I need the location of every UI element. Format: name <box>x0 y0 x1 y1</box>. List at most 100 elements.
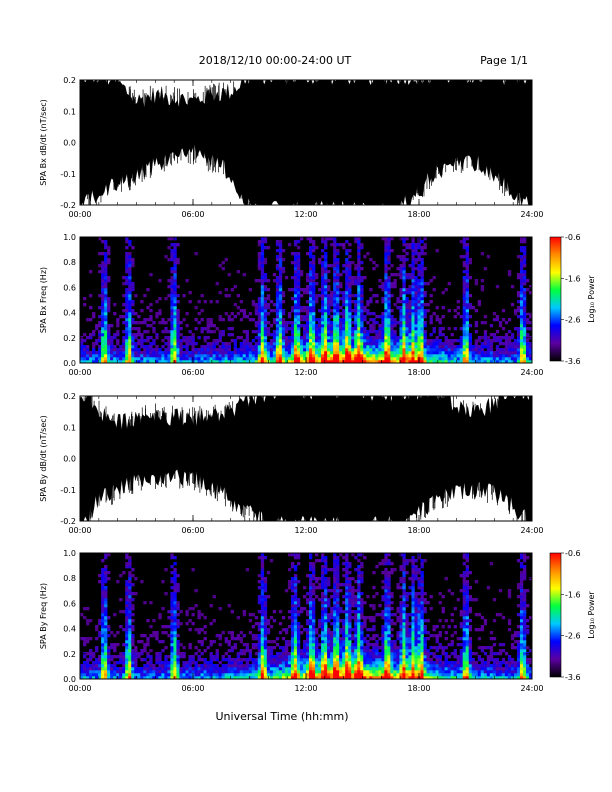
spectrogram-cell <box>477 300 482 304</box>
spectrogram-cell <box>363 327 367 331</box>
spectrogram-cell <box>302 628 307 632</box>
spectrogram-cell <box>131 288 135 292</box>
spectrogram-cell <box>384 360 388 364</box>
spectrogram-cell <box>302 586 307 590</box>
spectrogram-cell <box>200 664 204 668</box>
spectrogram-cell <box>423 336 427 340</box>
spectrogram-cell <box>146 351 150 355</box>
spectrogram-cell <box>321 348 325 352</box>
spectrogram-cell <box>278 652 283 656</box>
spectrogram-cell <box>113 676 117 680</box>
spectrogram-cell <box>227 643 231 647</box>
spectrogram-cell <box>330 315 334 319</box>
spectrogram-cell <box>375 339 379 343</box>
spectrogram-cell <box>119 351 123 355</box>
spectrogram-cell <box>275 667 280 671</box>
spectrogram-cell <box>441 291 445 295</box>
spectrogram-cell <box>299 351 304 355</box>
spectrogram-cell <box>336 252 340 256</box>
spectrogram-cell <box>290 619 295 623</box>
spectrogram-cell <box>248 318 253 322</box>
y-tick-label: -0.2 <box>60 201 76 210</box>
spectrogram-cell <box>348 261 352 265</box>
spectrogram-cell <box>474 279 479 283</box>
spectrogram-cell <box>212 330 216 334</box>
spectrogram-cell <box>312 282 316 286</box>
spectrogram-cell <box>266 354 271 358</box>
spectrogram-cell <box>122 303 126 307</box>
spectrogram-cell <box>309 655 313 659</box>
spectrogram-cell <box>239 300 244 304</box>
spectrogram-cell <box>321 318 325 322</box>
spectrogram-cell <box>134 312 138 316</box>
spectrogram-cell <box>155 351 159 355</box>
spectrogram-cell <box>519 249 524 253</box>
spectrogram-cell <box>408 303 412 307</box>
spectrogram-cell <box>287 342 292 346</box>
spectrogram-cell <box>176 658 180 662</box>
spectrogram-cell <box>212 640 216 644</box>
spectrogram-cell <box>98 670 102 674</box>
spectrogram-cell <box>101 267 105 271</box>
spectrogram-cell <box>290 562 295 566</box>
spectrogram-cell <box>399 324 403 328</box>
spectrogram-cell <box>351 360 355 364</box>
spectrogram-cell <box>275 676 280 680</box>
spectrogram-cell <box>510 357 515 361</box>
spectrogram-cell <box>486 336 491 340</box>
spectrogram-cell <box>312 360 316 364</box>
spectrogram-cell <box>456 345 460 349</box>
spectrogram-cell <box>296 601 301 605</box>
spectrogram-cell <box>245 360 250 364</box>
spectrogram-cell <box>101 285 105 289</box>
spectrogram-cell <box>483 267 488 271</box>
spectrogram-cell <box>456 348 460 352</box>
spectrogram-cell <box>429 339 433 343</box>
spectrogram-cell <box>366 321 370 325</box>
spectrogram-cell <box>411 243 415 247</box>
spectrogram-cell <box>188 655 192 659</box>
spectrogram-cell <box>302 354 307 358</box>
spectrogram-cell <box>447 309 451 313</box>
spectrogram-cell <box>348 348 352 352</box>
spectrogram-cell <box>278 670 283 674</box>
spectrogram-cell <box>212 351 216 355</box>
spectrogram-cell <box>176 586 180 590</box>
spectrogram-cell <box>357 300 361 304</box>
spectrogram-cell <box>357 312 361 316</box>
spectrogram-cell <box>245 649 250 653</box>
spectrogram-cell <box>242 339 247 343</box>
spectrogram-cell <box>254 312 259 316</box>
spectrogram-cell <box>513 351 518 355</box>
spectrogram-cell <box>242 634 247 638</box>
spectrogram-cell <box>173 315 177 319</box>
spectrogram-cell <box>287 580 292 584</box>
spectrogram-cell <box>278 327 283 331</box>
spectrogram-cell <box>435 249 439 253</box>
spectrogram-cell <box>137 676 141 680</box>
spectrogram-cell <box>420 246 424 250</box>
spectrogram-cell <box>342 348 346 352</box>
spectrogram-cell <box>233 339 237 343</box>
spectrogram-cell <box>125 595 129 599</box>
spectrogram-cell <box>155 360 159 364</box>
spectrogram-cell <box>312 270 316 274</box>
spectrogram-cell <box>89 658 93 662</box>
spectrogram-cell <box>116 321 120 325</box>
spectrogram-cell <box>167 279 171 283</box>
spectrogram-cell <box>230 637 234 641</box>
spectrogram-cell <box>444 339 448 343</box>
spectrogram-cell <box>215 634 219 638</box>
spectrogram-cell <box>260 571 265 575</box>
spectrogram-cell <box>360 360 364 364</box>
spectrogram-cell <box>137 339 141 343</box>
spectrogram-cell <box>417 318 421 322</box>
spectrogram-cell <box>155 637 159 641</box>
spectrogram-cell <box>306 279 310 283</box>
spectrogram-cell <box>290 661 295 665</box>
spectrogram-cell <box>278 252 283 256</box>
spectrogram-cell <box>330 351 334 355</box>
spectrogram-cell <box>263 607 268 611</box>
spectrogram-cell <box>462 300 466 304</box>
spectrogram-cell <box>122 664 126 668</box>
